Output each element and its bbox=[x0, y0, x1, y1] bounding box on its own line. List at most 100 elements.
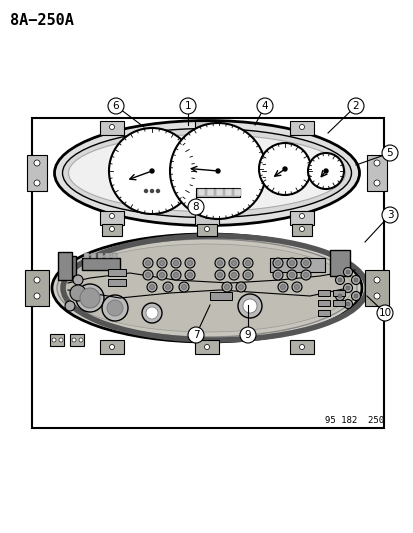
Ellipse shape bbox=[55, 120, 358, 225]
Bar bbox=[100, 211, 124, 225]
Circle shape bbox=[52, 338, 56, 342]
Circle shape bbox=[217, 261, 222, 265]
Circle shape bbox=[242, 299, 256, 313]
Circle shape bbox=[335, 276, 344, 285]
Ellipse shape bbox=[62, 244, 351, 332]
Circle shape bbox=[147, 282, 157, 292]
Circle shape bbox=[157, 270, 166, 280]
Circle shape bbox=[272, 258, 282, 268]
Circle shape bbox=[353, 278, 357, 282]
Text: 4: 4 bbox=[261, 101, 268, 111]
Bar bbox=[32, 118, 383, 428]
Bar bbox=[317, 290, 329, 296]
Circle shape bbox=[144, 190, 147, 192]
Circle shape bbox=[80, 288, 100, 308]
Text: 95 182  250: 95 182 250 bbox=[324, 416, 383, 425]
Bar bbox=[197, 224, 216, 236]
Circle shape bbox=[289, 272, 294, 278]
Circle shape bbox=[353, 294, 357, 298]
Bar bbox=[25, 270, 49, 306]
Circle shape bbox=[79, 338, 83, 342]
Circle shape bbox=[188, 199, 204, 215]
Circle shape bbox=[256, 98, 272, 114]
Bar bbox=[216, 189, 223, 196]
Circle shape bbox=[345, 302, 349, 306]
Bar bbox=[82, 258, 120, 270]
Circle shape bbox=[72, 338, 76, 342]
Circle shape bbox=[343, 284, 351, 293]
Bar bbox=[332, 290, 344, 296]
Circle shape bbox=[149, 285, 154, 289]
Bar bbox=[195, 121, 218, 135]
Text: 9: 9 bbox=[244, 330, 251, 340]
Circle shape bbox=[214, 258, 224, 268]
Circle shape bbox=[159, 272, 164, 278]
Circle shape bbox=[173, 272, 178, 278]
Text: 8A−250A: 8A−250A bbox=[10, 13, 74, 28]
Circle shape bbox=[204, 125, 209, 130]
Bar bbox=[195, 211, 218, 225]
Circle shape bbox=[204, 227, 209, 231]
Bar bbox=[27, 155, 47, 191]
Circle shape bbox=[109, 344, 114, 350]
Bar bbox=[224, 189, 231, 196]
Circle shape bbox=[170, 123, 266, 219]
Circle shape bbox=[282, 167, 286, 171]
Circle shape bbox=[142, 270, 153, 280]
Circle shape bbox=[150, 169, 154, 173]
Circle shape bbox=[173, 261, 178, 265]
Ellipse shape bbox=[57, 239, 356, 337]
Circle shape bbox=[335, 292, 344, 301]
Circle shape bbox=[150, 190, 153, 192]
Circle shape bbox=[337, 278, 341, 282]
Circle shape bbox=[224, 285, 229, 289]
Circle shape bbox=[34, 160, 40, 166]
Bar bbox=[206, 189, 214, 196]
Text: 6: 6 bbox=[112, 101, 119, 111]
Circle shape bbox=[373, 160, 379, 166]
Bar bbox=[209, 292, 231, 300]
Circle shape bbox=[107, 300, 123, 316]
Circle shape bbox=[228, 258, 238, 268]
Circle shape bbox=[73, 275, 83, 285]
Bar bbox=[289, 121, 313, 135]
Circle shape bbox=[34, 277, 40, 283]
Circle shape bbox=[381, 207, 397, 223]
Text: 5: 5 bbox=[386, 148, 392, 158]
Circle shape bbox=[307, 153, 343, 189]
Circle shape bbox=[286, 258, 296, 268]
Text: 3: 3 bbox=[386, 210, 392, 220]
Bar bbox=[100, 121, 124, 135]
Circle shape bbox=[157, 258, 166, 268]
Circle shape bbox=[109, 128, 195, 214]
Circle shape bbox=[159, 261, 164, 265]
Circle shape bbox=[185, 270, 195, 280]
Circle shape bbox=[345, 270, 349, 274]
Circle shape bbox=[373, 277, 379, 283]
Circle shape bbox=[187, 261, 192, 265]
Circle shape bbox=[280, 285, 285, 289]
Circle shape bbox=[291, 282, 301, 292]
Circle shape bbox=[109, 214, 114, 219]
Circle shape bbox=[286, 270, 296, 280]
Circle shape bbox=[65, 301, 75, 311]
Circle shape bbox=[217, 272, 222, 278]
Circle shape bbox=[228, 270, 238, 280]
Bar bbox=[108, 269, 126, 276]
Circle shape bbox=[242, 258, 252, 268]
Bar bbox=[364, 270, 388, 306]
Circle shape bbox=[214, 270, 224, 280]
Text: 7: 7 bbox=[192, 330, 199, 340]
Circle shape bbox=[245, 272, 250, 278]
Circle shape bbox=[351, 276, 360, 285]
Circle shape bbox=[277, 282, 287, 292]
Bar bbox=[70, 334, 84, 346]
Bar bbox=[195, 188, 240, 197]
Circle shape bbox=[70, 285, 86, 301]
Circle shape bbox=[272, 270, 282, 280]
Bar bbox=[105, 253, 110, 258]
Circle shape bbox=[59, 338, 63, 342]
Circle shape bbox=[145, 272, 150, 278]
Circle shape bbox=[275, 261, 280, 265]
Bar bbox=[98, 253, 103, 258]
